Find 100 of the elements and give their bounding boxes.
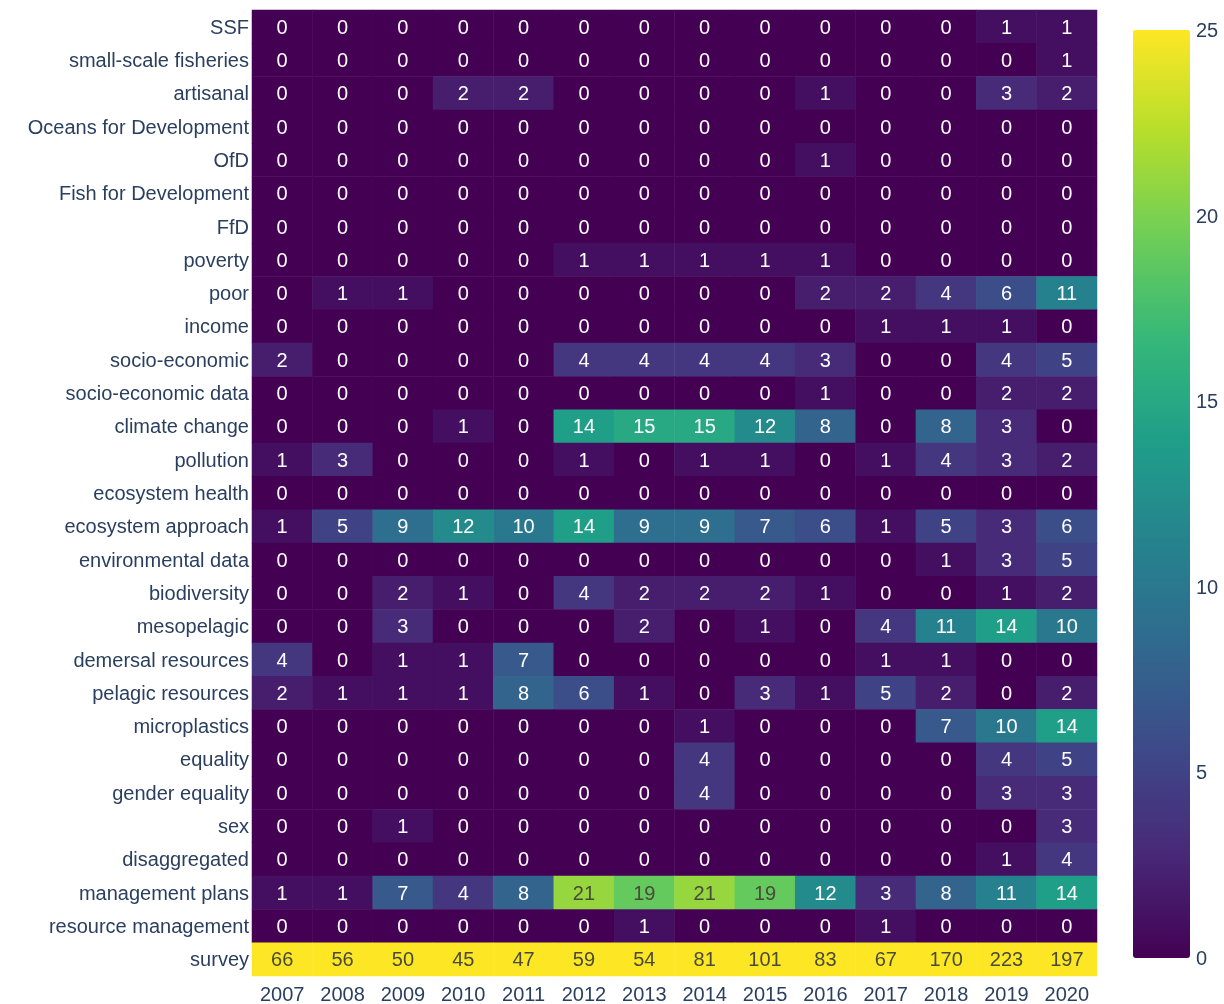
- data-label: 1: [880, 515, 892, 538]
- data-label: 2: [638, 615, 650, 638]
- data-label: 8: [940, 881, 952, 904]
- data-label: 4: [457, 881, 469, 904]
- data-label: 0: [699, 215, 711, 238]
- data-label: 4: [638, 348, 650, 371]
- data-label: 0: [336, 748, 349, 771]
- data-label: 0: [336, 615, 349, 638]
- x-tick-label: 2020: [1044, 983, 1090, 1004]
- data-label: 0: [457, 715, 469, 738]
- data-label: 0: [940, 482, 952, 504]
- data-label: 0: [578, 615, 590, 638]
- data-label: 0: [276, 248, 288, 271]
- data-label: 4: [578, 581, 590, 604]
- data-label: 0: [699, 282, 711, 305]
- data-label: 0: [759, 382, 771, 405]
- data-label: 3: [397, 615, 409, 638]
- color-bar-label: 20: [1196, 204, 1219, 227]
- data-label: 0: [578, 715, 590, 738]
- data-label: 0: [759, 548, 771, 571]
- data-label: 0: [940, 48, 952, 71]
- data-label: 6: [578, 681, 590, 704]
- data-label: 83: [814, 948, 837, 971]
- data-label: 0: [940, 348, 952, 371]
- data-label: 1: [1000, 15, 1013, 38]
- data-label: 1: [819, 82, 831, 105]
- data-label: 0: [457, 815, 469, 838]
- data-label: 0: [276, 15, 288, 38]
- data-label: 0: [336, 48, 349, 71]
- data-label: 0: [336, 148, 349, 171]
- data-label: 3: [1061, 815, 1073, 838]
- data-label: 9: [699, 515, 711, 538]
- data-label: 0: [699, 148, 711, 171]
- data-label: 0: [518, 348, 530, 371]
- y-tick-label: OfD: [213, 148, 249, 171]
- y-tick-label: mesopelagic: [136, 615, 249, 638]
- data-label: 0: [880, 548, 892, 571]
- data-label: 1: [397, 648, 409, 671]
- data-label: 6: [1000, 282, 1013, 305]
- data-label: 0: [518, 748, 530, 771]
- data-label: 0: [457, 448, 469, 471]
- data-label: 0: [638, 315, 650, 338]
- data-label: 0: [518, 115, 530, 138]
- data-label: 0: [276, 815, 288, 838]
- data-label: 4: [699, 748, 711, 771]
- data-label: 0: [880, 781, 892, 804]
- data-label: 0: [638, 215, 650, 238]
- data-label: 0: [880, 215, 892, 238]
- data-label: 5: [336, 515, 349, 538]
- data-label: 0: [276, 282, 288, 305]
- data-label: 0: [880, 82, 892, 105]
- data-label: 0: [276, 748, 288, 771]
- data-label: 2: [457, 82, 469, 105]
- y-tick-label: artisanal: [173, 82, 249, 105]
- data-label: 0: [578, 148, 590, 171]
- data-label: 0: [578, 82, 590, 105]
- data-label: 0: [518, 382, 530, 405]
- data-label: 0: [336, 15, 349, 38]
- data-label: 0: [880, 415, 892, 438]
- data-label: 4: [940, 282, 952, 305]
- data-label: 0: [1000, 815, 1013, 838]
- x-tick-label: 2009: [380, 983, 426, 1004]
- data-label: 0: [819, 748, 831, 771]
- data-label: 0: [276, 482, 288, 504]
- data-label: 1: [336, 681, 349, 704]
- data-label: 0: [880, 15, 892, 38]
- data-label: 0: [578, 182, 590, 205]
- x-tick-label: 2014: [682, 983, 727, 1004]
- data-label: 0: [638, 748, 650, 771]
- data-label: 3: [1000, 515, 1013, 538]
- data-label: 0: [578, 15, 590, 38]
- data-label: 1: [638, 915, 650, 938]
- data-label: 54: [633, 948, 656, 971]
- data-label: 1: [397, 282, 409, 305]
- data-label: 1: [397, 815, 409, 838]
- data-label: 0: [578, 315, 590, 338]
- data-label: 12: [753, 415, 777, 438]
- data-label: 0: [397, 715, 409, 738]
- data-label: 66: [271, 948, 294, 971]
- data-label: 8: [940, 415, 952, 438]
- data-label: 0: [638, 482, 650, 504]
- data-label: 0: [336, 715, 349, 738]
- data-label: 0: [457, 115, 469, 138]
- data-label: 0: [336, 348, 349, 371]
- data-label: 1: [638, 248, 650, 271]
- data-label: 2: [1000, 382, 1013, 405]
- data-label: 0: [578, 282, 590, 305]
- data-label: 0: [1000, 115, 1013, 138]
- data-label: 1: [940, 648, 952, 671]
- x-tick-label: 2007: [259, 983, 305, 1004]
- data-label: 170: [929, 948, 963, 971]
- data-label: 0: [880, 715, 892, 738]
- data-label: 0: [518, 915, 530, 938]
- data-label: 0: [880, 348, 892, 371]
- data-label: 11: [935, 615, 957, 638]
- y-tick-label: pelagic resources: [92, 681, 249, 704]
- data-label: 0: [336, 82, 349, 105]
- data-label: 1: [819, 148, 831, 171]
- data-label: 0: [940, 248, 952, 271]
- data-label: 0: [638, 448, 650, 471]
